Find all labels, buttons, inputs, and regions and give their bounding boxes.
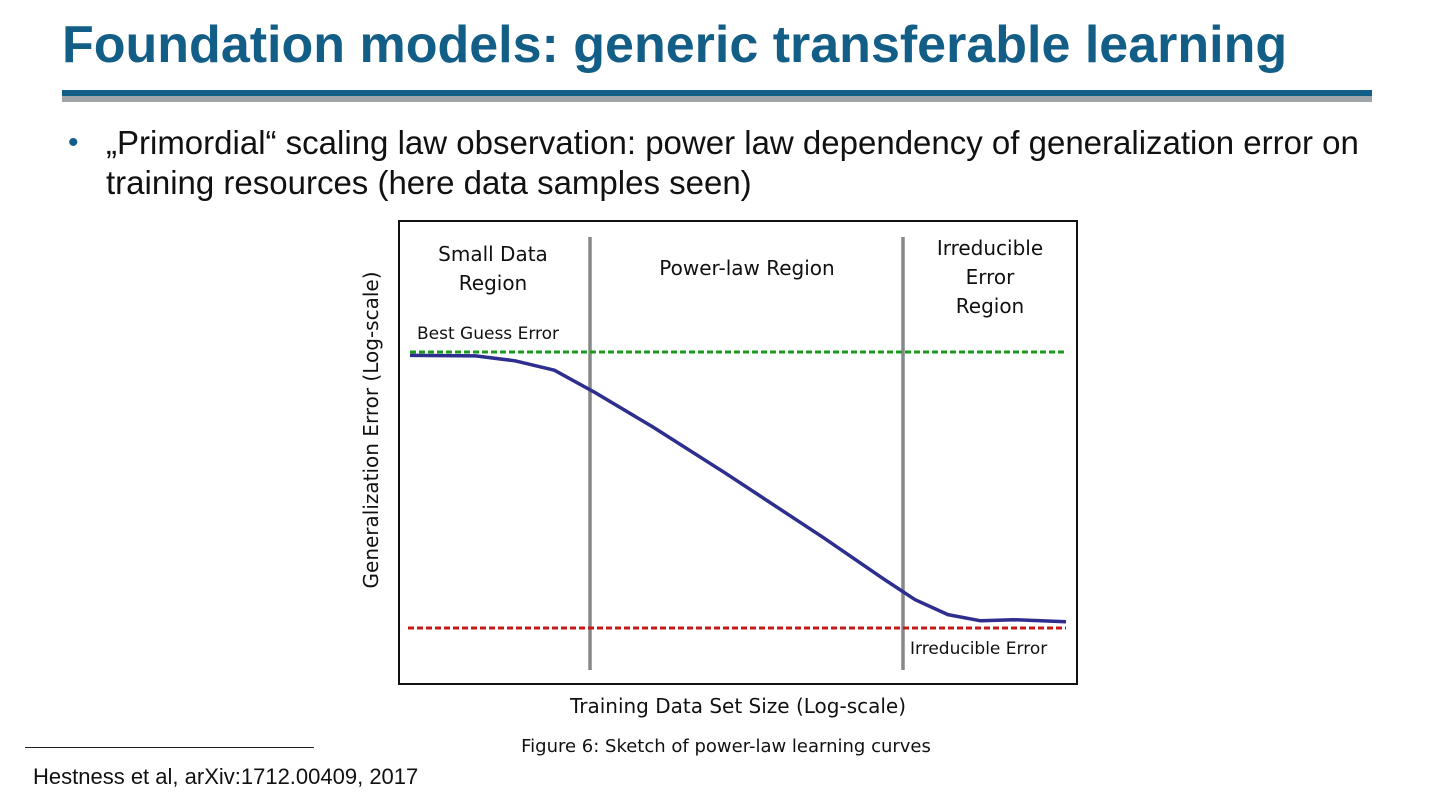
bullet-icon: • [68,126,79,159]
region-label-power-law: Power-law Region [659,256,834,280]
title-underline-gray [62,96,1372,102]
region-label-small-data-line2: Region [459,271,527,295]
region-label-irreducible-line2: Error [966,265,1016,289]
learning-curve-series [409,353,1067,624]
footnote-divider [25,747,314,748]
title-underline-blue [62,90,1372,96]
figure-caption: Figure 6: Sketch of power-law learning c… [521,736,931,757]
x-axis-label: Training Data Set Size (Log-scale) [569,694,906,718]
region-label-small-data-line1: Small Data [438,242,548,266]
footnote-citation: Hestness et al, arXiv:1712.00409, 2017 [33,764,419,789]
y-axis-label: Generalization Error (Log-scale) [359,272,383,589]
chart-frame [398,220,1078,685]
region-label-irreducible-line1: Irreducible [937,236,1043,260]
best-guess-error-label: Best Guess Error [417,324,559,344]
learning-curve-chart: Small Data Region Power-law Region Irred… [359,220,1078,718]
region-label-irreducible-line3: Region [956,294,1024,318]
bullet-item: • „Primordial“ scaling law observation: … [68,123,1368,203]
bullet-text: „Primordial“ scaling law observation: po… [106,124,1359,201]
slide-title: Foundation models: generic transferable … [62,16,1288,74]
irreducible-error-label: Irreducible Error [910,639,1047,659]
